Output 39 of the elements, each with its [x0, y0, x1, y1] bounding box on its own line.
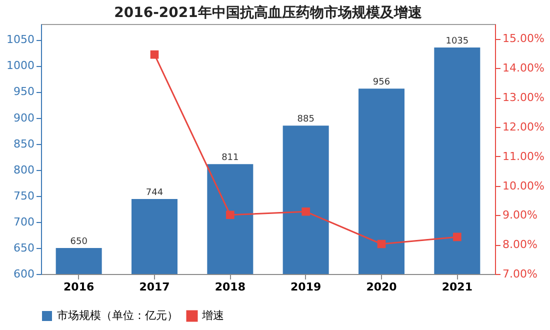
x-tick-label: 2020: [366, 280, 398, 294]
legend-label: 市场规模（单位：亿元）: [57, 309, 178, 322]
y2-tick-label: 11.00%: [502, 150, 544, 163]
point: [226, 210, 234, 220]
y2-tick-label: 9.00%: [502, 208, 538, 222]
x-tick-label: 2021: [442, 280, 472, 294]
point: [377, 240, 386, 248]
y-tick-label: 1000: [6, 59, 34, 72]
y2-tick-label: 13.00%: [502, 91, 544, 104]
y-tick-label: 800: [14, 163, 34, 176]
y-tick-label: 900: [14, 111, 34, 124]
point: [302, 207, 310, 216]
point: [150, 50, 159, 59]
y-tick-label: 750: [14, 189, 34, 202]
y-tick-label: 850: [14, 137, 34, 150]
y2-tick-label: 7.00%: [502, 268, 538, 280]
y2-tick-label: 14.00%: [502, 62, 544, 75]
y-tick-label: 700: [14, 215, 34, 228]
y-tick-label: 600: [14, 268, 34, 280]
data-label: 811: [222, 153, 239, 164]
y2-tick-label: 12.00%: [502, 120, 544, 134]
y-tick-label: 650: [14, 241, 34, 254]
y2-tick-label: 10.00%: [502, 179, 544, 192]
x-tick-label: 2017: [139, 280, 170, 294]
data-label: 744: [146, 188, 164, 198]
data-label: 650: [70, 236, 88, 247]
point: [453, 232, 462, 242]
data-label: 956: [372, 78, 390, 88]
chart-title: 2016-2021年中国抗高血压药物市场规模及增速: [114, 4, 423, 21]
y2-tick-label: 8.00%: [502, 238, 538, 252]
x-tick-label: 2016: [64, 280, 94, 294]
x-tick-label: 2018: [214, 280, 246, 294]
y-tick-label: 1050: [6, 33, 34, 46]
x-tick-label: 2019: [290, 280, 322, 294]
data-label: 1035: [446, 36, 469, 46]
y-tick-label: 950: [14, 85, 34, 98]
y2-tick-label: 15.00%: [502, 32, 544, 46]
data-label: 885: [297, 114, 314, 125]
legend-label: 增速: [201, 309, 224, 322]
